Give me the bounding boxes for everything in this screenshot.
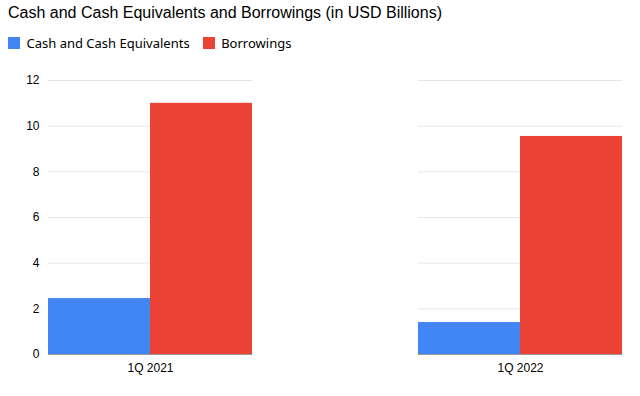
html-text:Borrowings: Borrowings: [221, 33, 292, 52]
svg-text:6: 6: [33, 210, 40, 224]
svg-text:12: 12: [26, 73, 40, 87]
svg-text:1Q 2022: 1Q 2022: [497, 361, 543, 375]
svg-text:10: 10: [26, 119, 40, 133]
svg-text:8: 8: [33, 164, 40, 178]
svg-text:1Q 2021: 1Q 2021: [127, 361, 173, 375]
html-text:Cash and Cash Equivalents: Cash and Cash Equivalents: [26, 33, 190, 52]
svg-text:0: 0: [33, 347, 40, 361]
svg-text:4: 4: [33, 256, 40, 270]
html-text:Cash and Cash Equivalents and: Cash and Cash Equivalents and Borrowings…: [8, 4, 442, 21]
svg-text:2: 2: [33, 301, 40, 315]
